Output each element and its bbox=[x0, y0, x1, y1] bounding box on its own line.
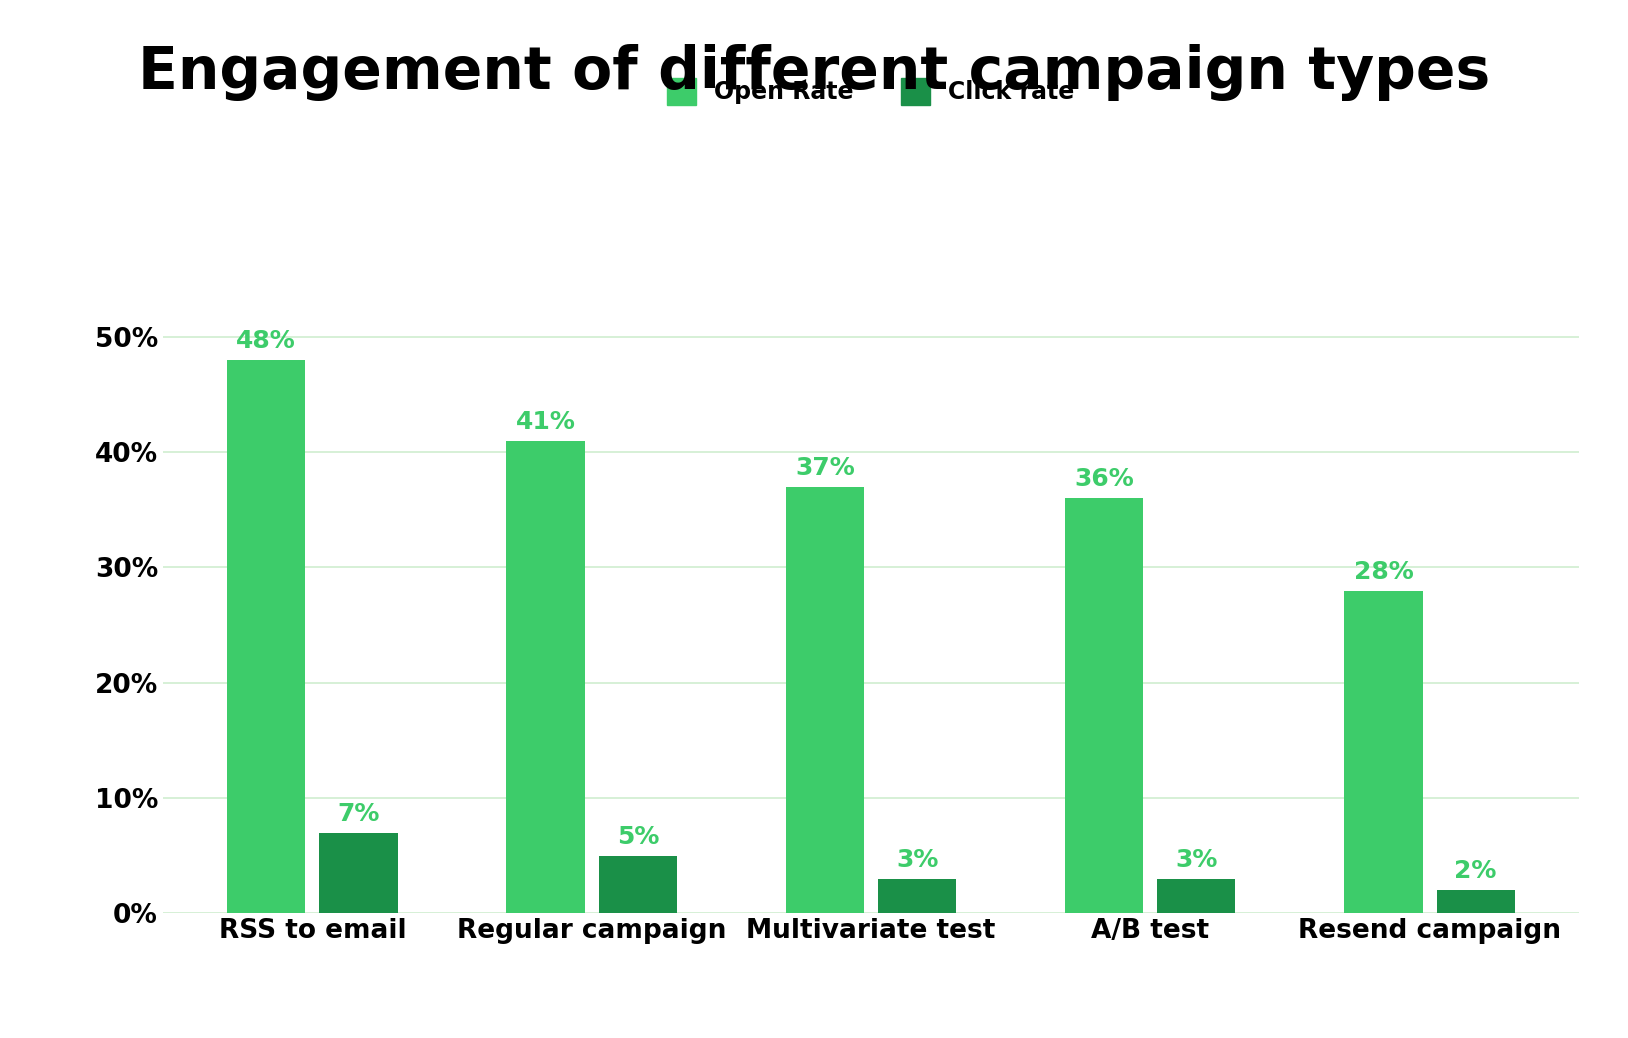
Text: 37%: 37% bbox=[794, 456, 855, 480]
Bar bbox=[599, 855, 677, 913]
Bar bbox=[506, 440, 584, 913]
Text: Engagement of different campaign types: Engagement of different campaign types bbox=[138, 45, 1490, 101]
Bar bbox=[1436, 891, 1514, 913]
Bar bbox=[877, 879, 956, 913]
Text: 28%: 28% bbox=[1353, 559, 1413, 583]
Text: 3%: 3% bbox=[895, 848, 938, 872]
Text: 36%: 36% bbox=[1074, 467, 1135, 491]
Text: 2%: 2% bbox=[1454, 859, 1496, 883]
Text: 41%: 41% bbox=[516, 410, 576, 434]
Bar bbox=[228, 360, 306, 913]
Bar bbox=[1065, 498, 1143, 913]
Text: 3%: 3% bbox=[1175, 848, 1218, 872]
Text: 7%: 7% bbox=[337, 801, 379, 826]
Legend: Open Rate, Click rate: Open Rate, Click rate bbox=[656, 65, 1086, 116]
Bar bbox=[1345, 591, 1423, 913]
Bar bbox=[1158, 879, 1236, 913]
Text: 5%: 5% bbox=[617, 825, 659, 849]
Bar bbox=[319, 832, 397, 913]
Bar bbox=[786, 487, 864, 913]
Text: 48%: 48% bbox=[236, 329, 296, 353]
